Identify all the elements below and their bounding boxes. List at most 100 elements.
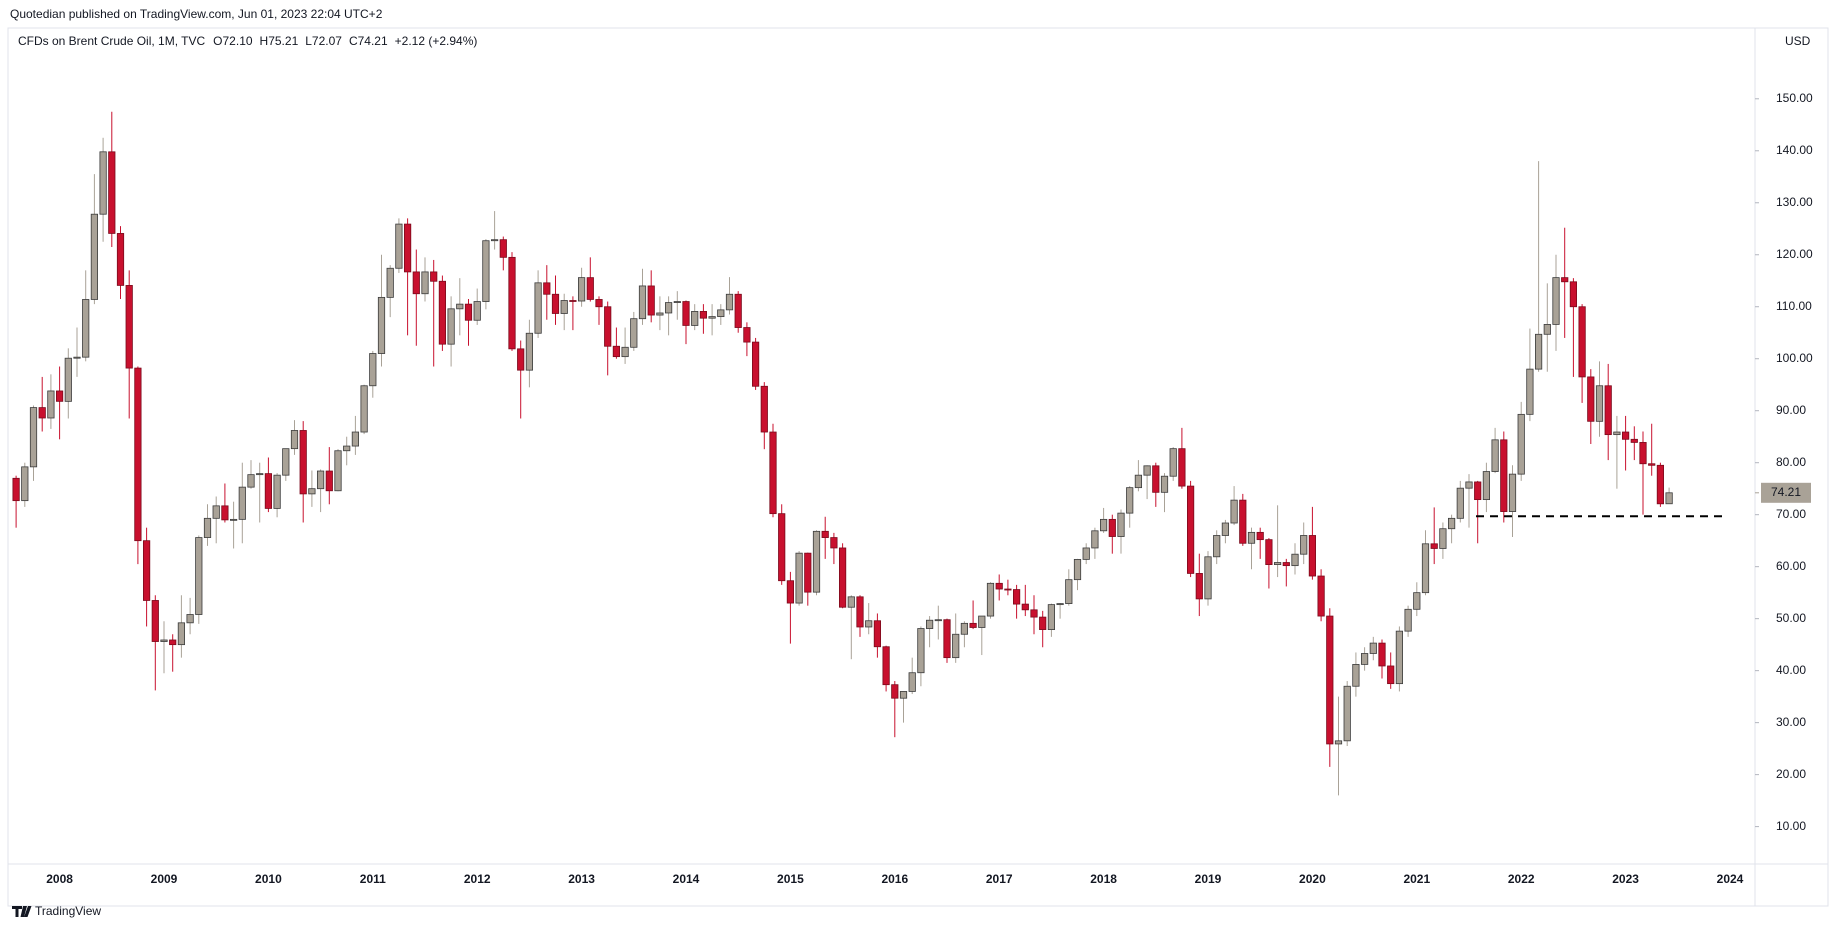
candle-body xyxy=(160,639,168,642)
x-tick-label: 2012 xyxy=(464,872,491,886)
candle-body xyxy=(1169,448,1177,477)
candle-body xyxy=(247,474,255,488)
header-low: L72.07 xyxy=(305,34,342,48)
y-tick-label: 30.00 xyxy=(1776,715,1806,729)
candle-body xyxy=(856,596,864,628)
y-tick-label: 140.00 xyxy=(1776,143,1813,157)
candle-body xyxy=(1569,281,1577,308)
candle-body xyxy=(621,346,629,358)
y-tick-label: 10.00 xyxy=(1776,819,1806,833)
candle-body xyxy=(1421,543,1430,594)
y-tick-label: 130.00 xyxy=(1776,195,1813,209)
candle-body xyxy=(560,300,568,314)
candle-body xyxy=(1247,531,1256,544)
candle-body xyxy=(273,474,281,509)
candle-body xyxy=(1152,465,1160,493)
x-tick-label: 2009 xyxy=(151,872,178,886)
candle-body xyxy=(256,473,264,476)
brand: TradingView xyxy=(35,904,101,918)
logo-icon xyxy=(12,906,32,917)
candle-body xyxy=(569,300,577,302)
candle-body xyxy=(490,239,499,242)
candle-body xyxy=(1343,685,1351,742)
candle-body xyxy=(917,628,925,674)
x-tick-label: 2019 xyxy=(1195,872,1222,886)
candle-body xyxy=(708,316,716,319)
candle-body xyxy=(1430,543,1438,549)
candle-body xyxy=(821,530,829,538)
candle-body xyxy=(316,470,325,490)
candle-body xyxy=(1047,604,1055,630)
candle-body xyxy=(369,353,377,387)
x-tick-label: 2013 xyxy=(568,872,595,886)
candle-body xyxy=(421,271,429,295)
candle-body xyxy=(595,299,603,308)
x-tick-label: 2015 xyxy=(777,872,804,886)
candle-body xyxy=(960,622,969,635)
candle-body xyxy=(873,620,882,648)
y-tick-label: 110.00 xyxy=(1776,299,1812,313)
candle-body xyxy=(21,466,29,502)
chart-frame xyxy=(7,27,1829,907)
candle-body xyxy=(108,151,116,234)
candle-body xyxy=(1639,442,1647,465)
candle-body xyxy=(1004,588,1012,591)
candle-body xyxy=(1404,608,1412,632)
header-open: O72.10 xyxy=(213,34,253,48)
candle-body xyxy=(1387,665,1395,685)
candle-body xyxy=(604,306,612,347)
candle-body xyxy=(1352,664,1360,687)
candle-body xyxy=(1456,487,1464,519)
candle-body xyxy=(456,303,464,310)
candle-body xyxy=(1021,603,1029,611)
candle-body xyxy=(325,470,333,492)
candle-body xyxy=(1108,518,1116,537)
candle-body xyxy=(1613,431,1621,436)
candle-body xyxy=(499,239,507,258)
y-tick-label: 150.00 xyxy=(1776,91,1813,105)
candle-body xyxy=(517,348,525,371)
candle-body xyxy=(882,646,890,686)
candle-body xyxy=(847,596,855,608)
candle-body xyxy=(1604,385,1612,436)
candle-body xyxy=(1413,592,1421,610)
candle-body xyxy=(1239,499,1247,544)
candle-body xyxy=(116,233,125,286)
candle-body xyxy=(717,309,725,318)
candle-body xyxy=(1291,553,1299,567)
header-high: H75.21 xyxy=(260,34,299,48)
candle-body xyxy=(343,445,351,452)
x-tick-label: 2020 xyxy=(1299,872,1326,886)
candle-body xyxy=(760,385,768,433)
candle-body xyxy=(299,430,307,495)
logo: TradingView xyxy=(12,904,101,918)
candle-body xyxy=(464,303,473,321)
candle-body xyxy=(1160,475,1169,493)
candle-body xyxy=(656,312,664,316)
candle-body xyxy=(1595,385,1604,422)
candle-body xyxy=(360,385,368,433)
candle-body xyxy=(290,430,299,450)
candle-body xyxy=(56,390,64,402)
candle-body xyxy=(786,580,795,604)
candle-body xyxy=(1317,575,1325,617)
candle-body xyxy=(978,615,986,628)
candle-body xyxy=(482,240,490,302)
x-tick-label: 2016 xyxy=(881,872,908,886)
candle-body xyxy=(308,488,316,495)
symbol-title: CFDs on Brent Crude Oil, 1M, TVC xyxy=(18,34,206,48)
candle-body xyxy=(969,622,977,628)
candle-body xyxy=(1326,615,1334,745)
candle-body xyxy=(203,517,212,538)
candle-body xyxy=(1334,740,1343,745)
candle-body xyxy=(1491,439,1499,472)
candle-body xyxy=(1187,485,1195,574)
candle-body xyxy=(1526,368,1534,415)
x-tick-label: 2008 xyxy=(46,872,73,886)
y-tick-label: 90.00 xyxy=(1776,403,1806,417)
y-tick-label: 100.00 xyxy=(1776,351,1813,365)
candle-body xyxy=(1630,438,1638,443)
